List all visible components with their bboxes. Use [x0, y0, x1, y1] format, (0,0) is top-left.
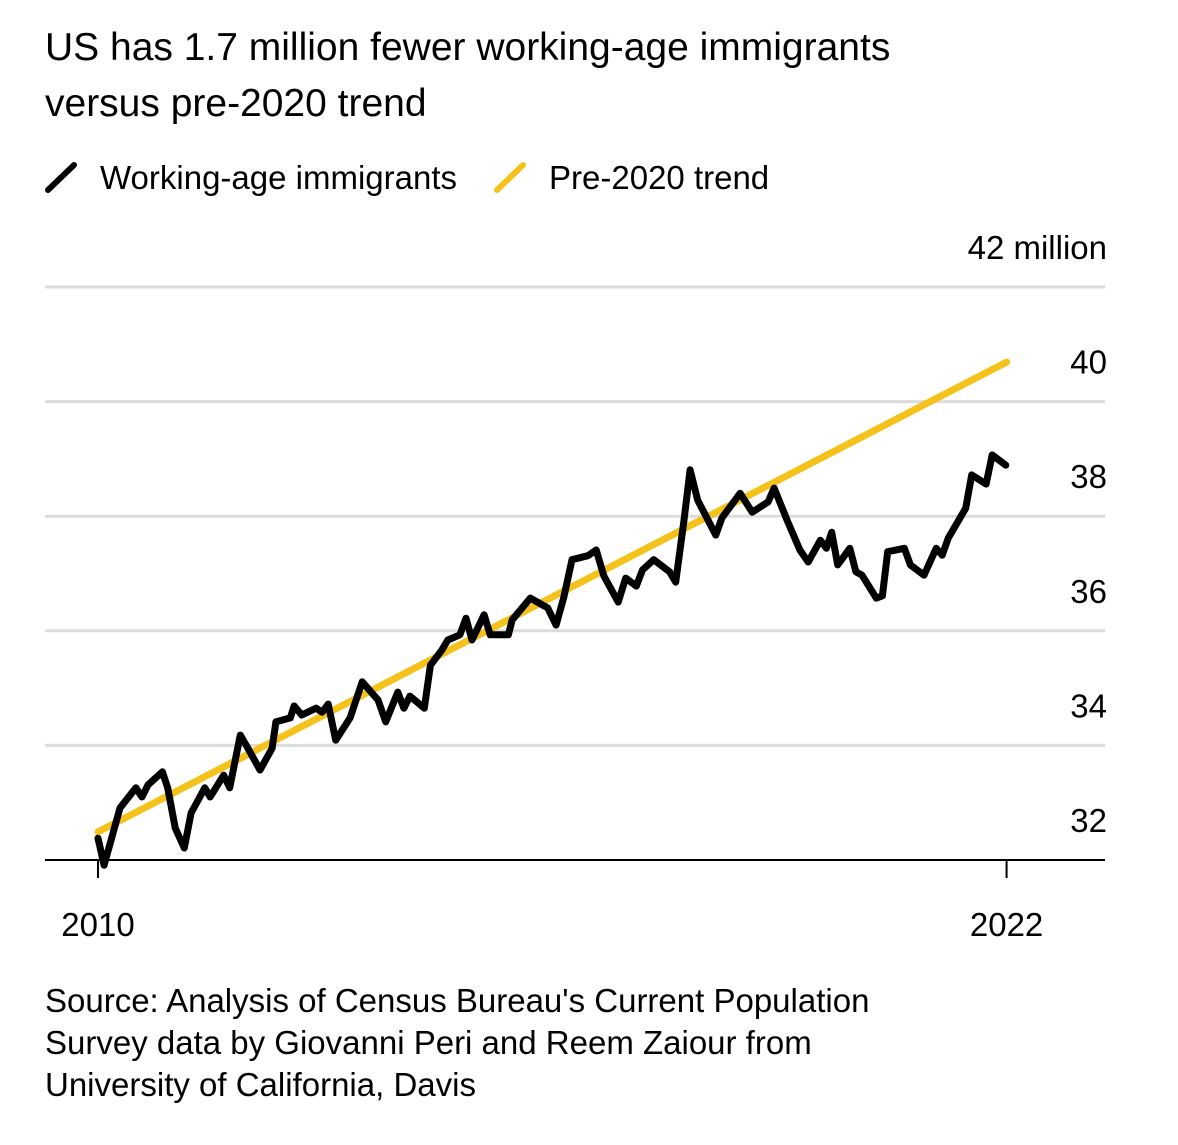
- legend-swatch: [45, 162, 77, 193]
- source: University of California, Davis: [45, 1066, 476, 1103]
- y-tick-label: 34: [1070, 687, 1107, 724]
- chart-title: US has 1.7 million fewer working-age imm…: [45, 26, 890, 69]
- line-series: [94, 451, 1010, 869]
- y-tick-label: 36: [1070, 573, 1107, 610]
- legend-label: Pre-2020 trend: [549, 159, 769, 196]
- source: Survey data by Giovanni Peri and Reem Za…: [45, 1024, 812, 1061]
- chart-title: versus pre-2020 trend: [45, 82, 427, 125]
- y-tick-label: 38: [1070, 458, 1107, 495]
- y-tick-label: 42 million: [968, 229, 1107, 266]
- legend-swatch: [494, 162, 527, 193]
- x-tick-label: 2022: [970, 906, 1043, 943]
- source: Source: Analysis of Census Bureau's Curr…: [45, 982, 869, 1019]
- y-tick-label: 40: [1070, 344, 1107, 381]
- legend-label: Working-age immigrants: [100, 159, 457, 196]
- x-tick-label: 2010: [61, 906, 134, 943]
- y-tick-label: 32: [1070, 802, 1107, 839]
